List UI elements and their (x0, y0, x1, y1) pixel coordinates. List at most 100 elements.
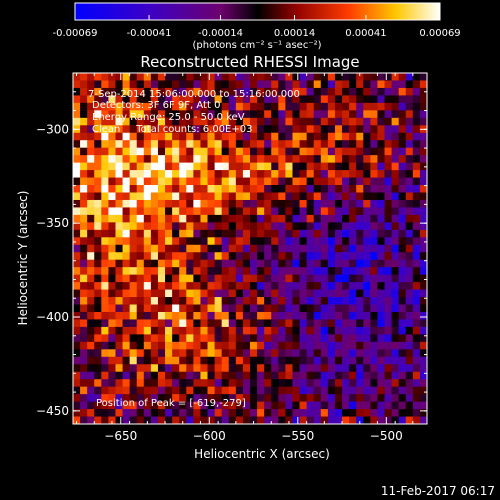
heatmap-cell (391, 319, 400, 328)
heatmap-cell (250, 237, 258, 246)
heatmap-cell (179, 95, 187, 104)
heatmap-cell (363, 229, 371, 238)
heatmap-cell (278, 244, 286, 253)
heatmap-cell (214, 371, 223, 380)
heatmap-cell (80, 132, 88, 141)
heatmap-cell (80, 259, 88, 268)
heatmap-cell (150, 364, 159, 373)
heatmap-cell (384, 110, 393, 119)
heatmap-cell (285, 394, 293, 403)
heatmap-cell (299, 334, 308, 343)
heatmap-cell (186, 207, 194, 216)
heatmap-cell (342, 416, 350, 424)
heatmap-cell (299, 297, 308, 306)
heatmap-cell (108, 237, 116, 246)
heatmap-cell (405, 252, 414, 261)
heatmap-cell (207, 304, 216, 313)
heatmap-cell (179, 207, 187, 216)
heatmap-cell (73, 356, 81, 365)
heatmap-cell (165, 185, 173, 193)
heatmap-cell (391, 394, 400, 403)
heatmap-cell (349, 252, 357, 261)
heatmap-cell (419, 274, 427, 283)
heatmap-cell (193, 259, 201, 268)
x-tick-label: −650 (104, 429, 137, 443)
heatmap-cell (242, 371, 251, 380)
heatmap-cell (412, 267, 421, 276)
heatmap-cell (150, 73, 159, 81)
heatmap-cell (221, 252, 230, 261)
heatmap-cell (419, 117, 427, 126)
heatmap-cell (165, 147, 173, 156)
heatmap-cell (334, 416, 343, 424)
heatmap-cell (80, 282, 88, 291)
heatmap-cell (129, 185, 138, 193)
heatmap-cell (285, 222, 293, 231)
heatmap-cell (94, 185, 102, 193)
heatmap-cell (356, 334, 364, 343)
heatmap-cell (207, 95, 216, 104)
heatmap-cell (391, 282, 400, 291)
heatmap-cell (193, 252, 201, 261)
heatmap-cell (342, 73, 350, 81)
heatmap-cell (214, 87, 223, 96)
heatmap-cell (419, 416, 427, 424)
heatmap-cell (94, 192, 102, 201)
heatmap-cell (384, 222, 393, 231)
heatmap-cell (186, 155, 194, 164)
heatmap-cell (193, 326, 201, 335)
heatmap-cell (108, 125, 116, 134)
heatmap-cell (136, 162, 145, 171)
heatmap-cell (271, 214, 279, 223)
heatmap-cell (264, 304, 272, 313)
heatmap-cell (150, 117, 159, 126)
heatmap-cell (87, 177, 95, 186)
heatmap-cell (150, 334, 159, 343)
heatmap-cell (334, 356, 343, 365)
heatmap-cell (87, 409, 95, 418)
heatmap-cell (342, 80, 350, 89)
heatmap-cell (257, 379, 265, 388)
heatmap-cell (165, 132, 173, 141)
heatmap-cell (242, 147, 251, 156)
heatmap-cell (179, 274, 187, 283)
heatmap-cell (129, 267, 138, 276)
heatmap-cell (327, 319, 336, 328)
heatmap-cell (87, 416, 95, 424)
heatmap-cell (377, 80, 386, 89)
heatmap-cell (193, 297, 201, 306)
heatmap-cell (94, 267, 102, 276)
heatmap-cell (207, 319, 216, 328)
heatmap-cell (136, 214, 145, 223)
heatmap-cell (391, 267, 400, 276)
heatmap-cell (94, 155, 102, 164)
heatmap-cell (356, 416, 364, 424)
heatmap-cell (122, 80, 131, 89)
heatmap-cell (349, 185, 357, 193)
heatmap-cell (221, 289, 230, 298)
heatmap-cell (235, 259, 244, 268)
heatmap-cell (334, 274, 343, 283)
heatmap-cell (299, 73, 308, 81)
heatmap-cell (221, 259, 230, 268)
heatmap-cell (150, 416, 159, 424)
heatmap-cell (200, 102, 209, 111)
heatmap-cell (363, 289, 371, 298)
heatmap-cell (242, 386, 251, 395)
heatmap-cell (242, 110, 251, 119)
heatmap-cell (94, 237, 102, 246)
heatmap-cell (214, 282, 223, 291)
heatmap-cell (80, 102, 88, 111)
heatmap-cell (342, 229, 350, 238)
heatmap-cell (115, 259, 124, 268)
heatmap-cell (200, 274, 209, 283)
heatmap-cell (320, 386, 329, 395)
heatmap-cell (80, 379, 88, 388)
heatmap-cell (136, 87, 145, 96)
heatmap-cell (129, 274, 138, 283)
heatmap-cell (356, 282, 364, 291)
heatmap-cell (165, 80, 173, 89)
heatmap-cell (342, 222, 350, 231)
heatmap-cell (363, 394, 371, 403)
heatmap-cell (257, 214, 265, 223)
